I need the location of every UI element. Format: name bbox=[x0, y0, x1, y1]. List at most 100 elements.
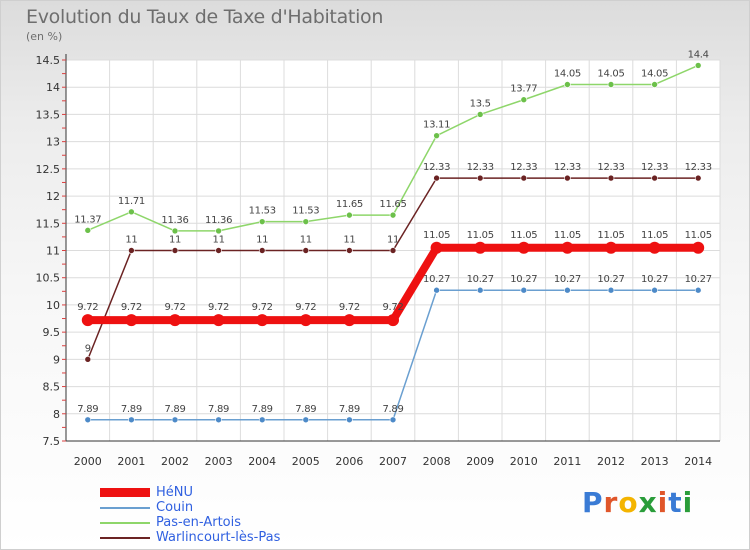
x-tick-label: 2013 bbox=[641, 455, 669, 468]
point-h-nu bbox=[81, 314, 94, 327]
legend-swatch-pas-en-artois bbox=[100, 522, 150, 524]
point-pas-en-artois bbox=[302, 218, 310, 225]
data-label-warlincourt-l-s-pas: 12.33 bbox=[554, 162, 581, 173]
x-tick-label: 2004 bbox=[248, 455, 276, 468]
point-h-nu bbox=[430, 241, 443, 254]
point-h-nu bbox=[212, 314, 225, 327]
data-label-couin: 10.27 bbox=[510, 274, 537, 285]
legend-swatch-couin bbox=[100, 507, 150, 509]
legend-label-pas-en-artois: Pas-en-Artois bbox=[156, 515, 242, 530]
data-label-warlincourt-l-s-pas: 12.33 bbox=[423, 162, 450, 173]
data-label-warlincourt-l-s-pas: 12.33 bbox=[641, 162, 668, 173]
data-label-warlincourt-l-s-pas: 11 bbox=[343, 235, 355, 246]
data-label-h-nu: 9.72 bbox=[339, 302, 360, 313]
point-couin bbox=[302, 416, 310, 424]
data-label-couin: 10.27 bbox=[685, 274, 712, 285]
point-couin bbox=[171, 416, 179, 424]
point-h-nu bbox=[169, 314, 181, 327]
y-tick-label: 8 bbox=[53, 408, 60, 421]
data-label-couin: 10.27 bbox=[554, 274, 581, 285]
point-couin bbox=[520, 286, 528, 294]
data-label-h-nu: 9.72 bbox=[164, 302, 185, 313]
point-warlincourt-l-s-pas bbox=[258, 247, 266, 254]
data-label-h-nu: 11.05 bbox=[597, 230, 624, 241]
data-label-h-nu: 9.72 bbox=[252, 302, 273, 313]
point-pas-en-artois bbox=[258, 218, 266, 225]
data-label-couin: 10.27 bbox=[423, 274, 450, 285]
y-tick-label: 13 bbox=[46, 136, 60, 149]
data-label-h-nu: 11.05 bbox=[423, 230, 450, 241]
point-couin bbox=[258, 416, 266, 424]
y-tick-label: 10.5 bbox=[36, 272, 61, 285]
point-couin bbox=[476, 286, 484, 294]
x-tick-label: 2006 bbox=[335, 455, 363, 468]
data-label-pas-en-artois: 11.53 bbox=[292, 206, 319, 217]
point-pas-en-artois bbox=[346, 211, 353, 219]
point-couin bbox=[564, 286, 571, 294]
point-warlincourt-l-s-pas bbox=[651, 174, 658, 182]
point-h-nu bbox=[561, 241, 574, 254]
y-tick-label: 7.5 bbox=[43, 435, 61, 448]
point-pas-en-artois bbox=[564, 81, 571, 88]
data-label-pas-en-artois: 11.36 bbox=[161, 215, 188, 226]
point-couin bbox=[694, 286, 702, 294]
data-label-couin: 7.89 bbox=[208, 404, 229, 415]
y-tick-label: 9 bbox=[53, 353, 60, 366]
legend-label-warlincourt: Warlincourt-lès-Pas bbox=[156, 530, 281, 545]
y-tick-label: 12.5 bbox=[36, 163, 61, 176]
point-h-nu bbox=[125, 314, 138, 327]
point-pas-en-artois bbox=[84, 227, 92, 234]
point-couin bbox=[128, 416, 135, 424]
y-tick-label: 8.5 bbox=[43, 381, 61, 394]
data-label-h-nu: 9.72 bbox=[295, 302, 316, 313]
point-couin bbox=[346, 416, 353, 424]
legend-swatch-warlincourt bbox=[100, 537, 150, 539]
data-label-h-nu: 11.05 bbox=[685, 230, 712, 241]
point-couin bbox=[84, 416, 92, 424]
x-tick-label: 2007 bbox=[379, 455, 407, 468]
chart-title: Evolution du Taux de Taxe d'Habitation bbox=[26, 6, 384, 28]
point-couin bbox=[433, 286, 440, 294]
data-label-warlincourt-l-s-pas: 12.33 bbox=[510, 162, 537, 173]
x-tick-label: 2005 bbox=[292, 455, 320, 468]
y-tick-label: 11.5 bbox=[36, 217, 61, 230]
data-label-h-nu: 11.05 bbox=[510, 230, 537, 241]
point-pas-en-artois bbox=[476, 111, 484, 118]
data-label-h-nu: 9.72 bbox=[121, 302, 142, 313]
data-label-couin: 10.27 bbox=[467, 274, 494, 285]
data-label-pas-en-artois: 14.05 bbox=[641, 68, 668, 79]
legend-label-couin: Couin bbox=[156, 500, 194, 515]
point-pas-en-artois bbox=[651, 81, 658, 88]
point-couin bbox=[651, 286, 658, 294]
data-label-h-nu: 11.05 bbox=[554, 230, 581, 241]
data-label-warlincourt-l-s-pas: 9 bbox=[85, 343, 91, 354]
y-tick-label: 12 bbox=[46, 190, 60, 203]
y-tick-label: 11 bbox=[46, 245, 60, 258]
point-warlincourt-l-s-pas bbox=[607, 174, 615, 182]
data-label-pas-en-artois: 11.71 bbox=[118, 196, 145, 207]
data-label-h-nu: 11.05 bbox=[467, 230, 494, 241]
point-h-nu bbox=[299, 314, 312, 327]
data-label-pas-en-artois: 14.05 bbox=[597, 68, 624, 79]
point-warlincourt-l-s-pas bbox=[128, 247, 135, 254]
data-label-couin: 7.89 bbox=[339, 404, 360, 415]
y-tick-label: 10 bbox=[46, 299, 60, 312]
data-label-pas-en-artois: 14.4 bbox=[688, 49, 709, 60]
data-label-warlincourt-l-s-pas: 12.33 bbox=[685, 162, 712, 173]
point-h-nu bbox=[343, 314, 356, 327]
point-pas-en-artois bbox=[520, 96, 528, 104]
data-label-warlincourt-l-s-pas: 12.33 bbox=[467, 162, 494, 173]
data-label-warlincourt-l-s-pas: 11 bbox=[256, 235, 268, 246]
data-label-pas-en-artois: 11.37 bbox=[74, 214, 101, 225]
point-warlincourt-l-s-pas bbox=[215, 247, 222, 254]
data-label-warlincourt-l-s-pas: 11 bbox=[213, 235, 225, 246]
data-label-warlincourt-l-s-pas: 12.33 bbox=[597, 162, 624, 173]
y-tick-label: 14 bbox=[46, 81, 60, 94]
x-tick-label: 2001 bbox=[117, 455, 145, 468]
point-pas-en-artois bbox=[389, 211, 397, 219]
data-label-couin: 7.89 bbox=[252, 404, 273, 415]
data-label-couin: 7.89 bbox=[295, 404, 316, 415]
x-tick-label: 2009 bbox=[466, 455, 494, 468]
point-couin bbox=[215, 416, 222, 424]
